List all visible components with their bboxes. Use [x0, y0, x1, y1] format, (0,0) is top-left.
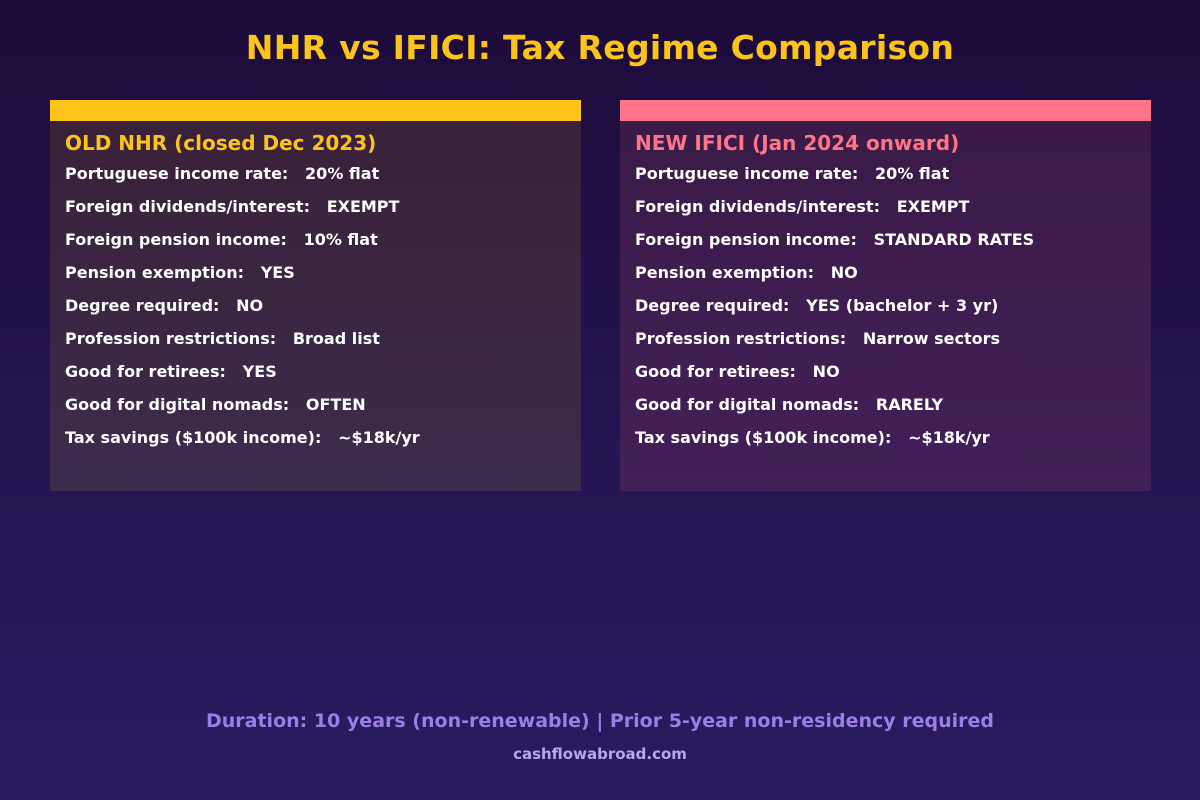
row-label: Tax savings ($100k income):	[635, 428, 892, 447]
row-value: YES	[242, 362, 277, 381]
row-value: Broad list	[292, 329, 380, 348]
new-ifici-row: Tax savings ($100k income): ~$18k/yr	[635, 427, 1151, 460]
row-value: YES (bachelor + 3 yr)	[806, 296, 999, 315]
row-value: RARELY	[875, 395, 944, 414]
new-ifici-row: Good for retirees: NO	[635, 361, 1151, 394]
row-label: Good for digital nomads:	[635, 395, 860, 414]
old-nhr-row: Good for digital nomads: OFTEN	[65, 394, 581, 427]
row-label: Degree required:	[65, 296, 220, 315]
row-value: NO	[830, 263, 858, 282]
row-label: Foreign dividends/interest:	[635, 197, 880, 216]
row-value: 20% flat	[305, 164, 380, 183]
old-nhr-panel: OLD NHR (closed Dec 2023) Portuguese inc…	[50, 100, 581, 491]
source-site: cashflowabroad.com	[513, 745, 687, 763]
row-value: EXEMPT	[326, 197, 400, 216]
new-ifici-accent-bar	[620, 100, 1151, 121]
duration-note: Duration: 10 years (non-renewable) | Pri…	[205, 710, 995, 732]
row-label: Profession restrictions:	[635, 329, 847, 348]
new-ifici-row: Profession restrictions: Narrow sectors	[635, 328, 1151, 361]
row-label: Foreign pension income:	[635, 230, 857, 249]
row-value: 10% flat	[303, 230, 378, 249]
row-value: ~$18k/yr	[338, 428, 420, 447]
row-label: Profession restrictions:	[65, 329, 277, 348]
row-label: Portuguese income rate:	[635, 164, 859, 183]
new-ifici-row: Pension exemption: NO	[635, 262, 1151, 295]
new-ifici-row: Foreign pension income: STANDARD RATES	[635, 229, 1151, 262]
row-label: Good for retirees:	[65, 362, 226, 381]
old-nhr-row: Pension exemption: YES	[65, 262, 581, 295]
old-nhr-accent-bar	[50, 100, 581, 121]
old-nhr-heading: OLD NHR (closed Dec 2023)	[65, 131, 377, 155]
row-label: Foreign pension income:	[65, 230, 287, 249]
old-nhr-rows: Portuguese income rate: 20% flat Foreign…	[65, 163, 581, 460]
row-value: STANDARD RATES	[873, 230, 1035, 249]
row-value: YES	[260, 263, 295, 282]
new-ifici-row: Degree required: YES (bachelor + 3 yr)	[635, 295, 1151, 328]
old-nhr-row: Portuguese income rate: 20% flat	[65, 163, 581, 196]
new-ifici-row: Foreign dividends/interest: EXEMPT	[635, 196, 1151, 229]
row-label: Foreign dividends/interest:	[65, 197, 310, 216]
row-label: Pension exemption:	[65, 263, 244, 282]
old-nhr-row: Good for retirees: YES	[65, 361, 581, 394]
new-ifici-row: Good for digital nomads: RARELY	[635, 394, 1151, 427]
row-value: NO	[236, 296, 264, 315]
page-title: NHR vs IFICI: Tax Regime Comparison	[245, 28, 955, 67]
row-label: Good for retirees:	[635, 362, 796, 381]
old-nhr-row: Foreign dividends/interest: EXEMPT	[65, 196, 581, 229]
new-ifici-rows: Portuguese income rate: 20% flat Foreign…	[635, 163, 1151, 460]
row-value: 20% flat	[875, 164, 950, 183]
row-value: NO	[812, 362, 840, 381]
row-label: Pension exemption:	[635, 263, 814, 282]
old-nhr-row: Degree required: NO	[65, 295, 581, 328]
row-label: Good for digital nomads:	[65, 395, 290, 414]
row-label: Portuguese income rate:	[65, 164, 289, 183]
row-value: Narrow sectors	[862, 329, 1001, 348]
new-ifici-panel: NEW IFICI (Jan 2024 onward) Portuguese i…	[620, 100, 1151, 491]
row-value: ~$18k/yr	[908, 428, 990, 447]
new-ifici-row: Portuguese income rate: 20% flat	[635, 163, 1151, 196]
row-value: OFTEN	[305, 395, 366, 414]
row-value: EXEMPT	[896, 197, 970, 216]
row-label: Tax savings ($100k income):	[65, 428, 322, 447]
old-nhr-row: Tax savings ($100k income): ~$18k/yr	[65, 427, 581, 460]
old-nhr-row: Foreign pension income: 10% flat	[65, 229, 581, 262]
old-nhr-row: Profession restrictions: Broad list	[65, 328, 581, 361]
row-label: Degree required:	[635, 296, 790, 315]
new-ifici-heading: NEW IFICI (Jan 2024 onward)	[635, 131, 960, 155]
